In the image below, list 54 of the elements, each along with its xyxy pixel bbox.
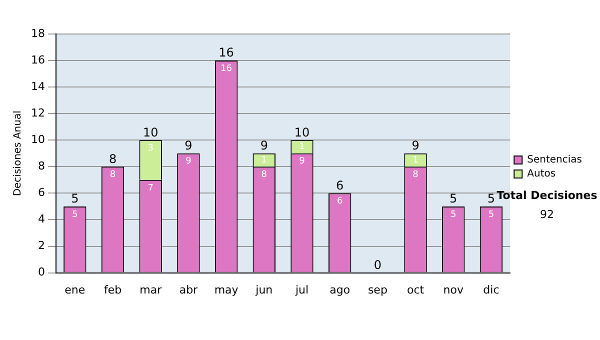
data-label: 3 bbox=[148, 143, 154, 154]
total-label: 9 bbox=[260, 138, 268, 153]
data-label: 5 bbox=[488, 210, 494, 220]
data-label: 16 bbox=[220, 64, 232, 74]
x-tick-label: may bbox=[214, 283, 239, 296]
legend-label: Autos bbox=[527, 168, 556, 180]
total-label: 5 bbox=[487, 192, 496, 206]
total-label: 10 bbox=[142, 125, 158, 140]
data-label: 9 bbox=[186, 156, 192, 167]
data-label: 5 bbox=[72, 210, 78, 220]
total-label: 8 bbox=[108, 152, 117, 166]
data-label: 8 bbox=[412, 170, 419, 180]
x-tick-label: jun bbox=[254, 283, 273, 296]
x-tick-label: ago bbox=[330, 283, 350, 296]
y-tick-label: 8 bbox=[38, 160, 45, 173]
total-label: 5 bbox=[450, 192, 458, 206]
y-tick-label: 16 bbox=[30, 53, 45, 66]
x-tick-label: jul bbox=[294, 283, 309, 296]
total-label: 16 bbox=[218, 46, 234, 60]
total-label: 0 bbox=[374, 258, 382, 272]
data-label: 6 bbox=[336, 196, 343, 207]
text: 92 bbox=[540, 208, 554, 221]
x-tick-label: nov bbox=[443, 283, 464, 296]
annotation: Total Decisiones bbox=[496, 188, 598, 202]
data-label: 8 bbox=[261, 170, 268, 180]
data-label: 9 bbox=[299, 156, 306, 167]
total-label: 9 bbox=[184, 138, 192, 153]
y-tick-label: 4 bbox=[38, 212, 45, 226]
y-tick-label: 18 bbox=[30, 26, 45, 40]
y-axis-title: Decisiones Anual bbox=[12, 110, 24, 196]
y-tick-label: 10 bbox=[30, 132, 45, 146]
data-label: 1 bbox=[261, 155, 268, 166]
data-label: 5 bbox=[450, 210, 456, 220]
x-tick-label: feb bbox=[104, 283, 122, 296]
data-label: 1 bbox=[299, 142, 305, 152]
total-label: 10 bbox=[294, 125, 310, 140]
data-label: 7 bbox=[148, 183, 154, 194]
y-tick-label: 12 bbox=[30, 106, 45, 120]
x-tick-label: sep bbox=[368, 283, 388, 296]
x-tick-label: abr bbox=[179, 283, 198, 296]
y-tick-label: 2 bbox=[38, 239, 45, 252]
x-tick-label: oct bbox=[406, 283, 425, 296]
total-label: 9 bbox=[412, 138, 420, 153]
total-label: 6 bbox=[336, 178, 344, 192]
data-label: 1 bbox=[412, 155, 418, 166]
y-tick-label: 6 bbox=[38, 186, 45, 200]
x-tick-label: ene bbox=[64, 283, 86, 296]
legend-label: Sentencias bbox=[527, 154, 582, 166]
x-tick-label: mar bbox=[140, 283, 162, 296]
total-label: 5 bbox=[71, 192, 79, 206]
x-tick-label: dic bbox=[483, 283, 500, 296]
y-tick-label: 0 bbox=[38, 266, 45, 279]
data-label: 8 bbox=[110, 170, 116, 180]
y-tick-label: 14 bbox=[30, 80, 45, 93]
